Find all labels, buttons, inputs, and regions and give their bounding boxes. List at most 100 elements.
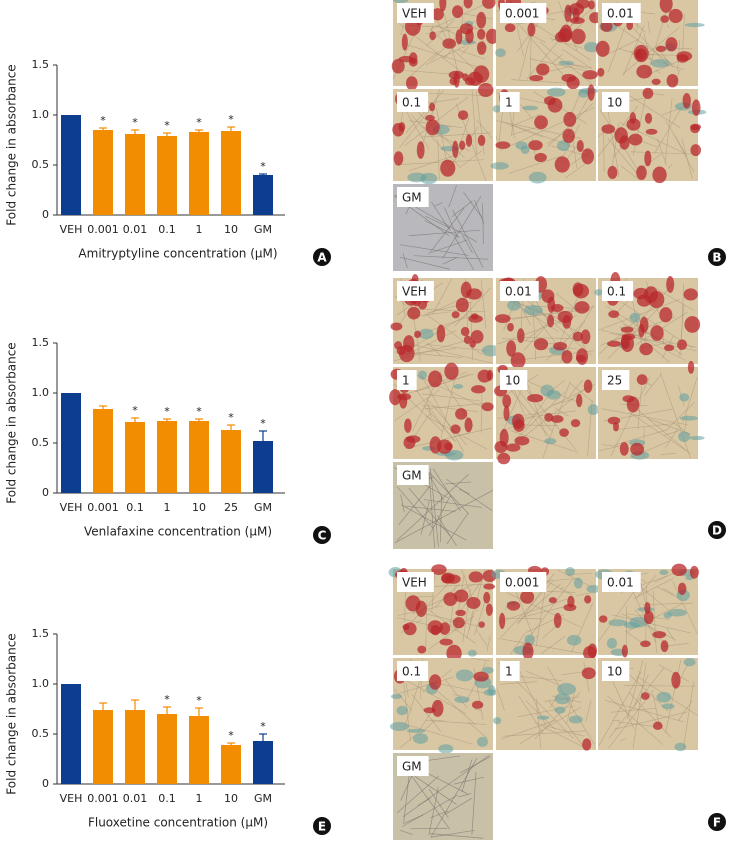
- x-tick-label: 1: [196, 223, 203, 236]
- cell-red: [622, 395, 635, 403]
- x-tick-label: 10: [224, 223, 238, 236]
- fiber: [526, 670, 562, 687]
- cell-red: [514, 436, 530, 446]
- fiber: [598, 444, 624, 452]
- fiber: [426, 19, 455, 46]
- cell-red: [626, 118, 641, 131]
- fiber: [399, 736, 414, 748]
- cell-blue: [476, 736, 488, 748]
- micrograph: GM: [393, 753, 493, 840]
- panel-badge: [313, 526, 331, 544]
- label-box: [500, 661, 520, 681]
- micrograph-label: 0.1: [607, 285, 626, 299]
- panel-letter: A: [317, 251, 327, 265]
- fiber: [408, 379, 455, 442]
- cell-blue: [578, 89, 590, 98]
- cell-blue: [558, 60, 574, 66]
- fiber: [607, 110, 620, 178]
- cell-red: [452, 617, 465, 629]
- cell-red: [636, 165, 647, 180]
- y-tick-label: 1.0: [32, 677, 50, 690]
- fiber: [659, 372, 692, 459]
- cell-red: [570, 419, 581, 428]
- cell-red: [621, 644, 628, 658]
- cell-red: [416, 141, 425, 159]
- fiber: [425, 720, 487, 725]
- cell-red: [640, 692, 650, 700]
- cell-red: [451, 311, 460, 319]
- cell-red: [439, 622, 451, 635]
- fiber: [627, 21, 669, 67]
- fiber: [554, 407, 570, 417]
- bar: [61, 684, 81, 784]
- fiber: [598, 671, 642, 746]
- cell-red: [683, 288, 698, 301]
- panel-letter: B: [712, 251, 721, 265]
- cell-blue: [412, 733, 429, 744]
- cell-red: [562, 128, 575, 144]
- x-tick-label: 1: [196, 792, 203, 805]
- y-tick-label: 0: [42, 777, 49, 790]
- fiber: [517, 573, 555, 625]
- fiber: [549, 37, 584, 49]
- fiber: [460, 756, 491, 774]
- bar: [189, 421, 209, 493]
- cell-red: [510, 352, 526, 369]
- fiber: [600, 316, 676, 346]
- fiber: [619, 738, 626, 742]
- cell-red: [468, 314, 483, 323]
- cell-red: [483, 591, 491, 604]
- label-box: [602, 281, 634, 301]
- cell-blue: [606, 637, 618, 649]
- y-tick-label: 1.0: [32, 386, 50, 399]
- fiber: [510, 114, 541, 127]
- fiber: [547, 135, 561, 144]
- cell-blue: [659, 569, 669, 576]
- cell-red: [473, 671, 489, 682]
- fiber: [425, 343, 488, 352]
- fiber: [682, 681, 694, 749]
- cell-red: [660, 15, 670, 23]
- cell-red: [528, 140, 543, 151]
- micrograph-label: VEH: [402, 576, 427, 590]
- fiber: [506, 592, 581, 628]
- fiber: [518, 695, 544, 734]
- fiber: [535, 590, 546, 647]
- fiber: [414, 373, 474, 393]
- cell-red: [431, 564, 447, 575]
- x-tick-label: VEH: [60, 501, 83, 514]
- fiber: [601, 444, 617, 447]
- cell-red: [554, 31, 567, 43]
- cell-red: [655, 45, 667, 52]
- x-axis-title: Amitryptyline concentration (μM): [78, 247, 277, 261]
- cell-red: [644, 112, 653, 124]
- cell-red: [439, 0, 447, 12]
- cell-red: [576, 0, 590, 9]
- cell-red: [505, 443, 521, 452]
- fiber: [667, 163, 673, 169]
- micrograph: 10: [597, 87, 707, 184]
- label-box: [397, 92, 429, 112]
- x-tick-label: 0.1: [126, 501, 144, 514]
- cell-red: [478, 621, 485, 628]
- fiber: [430, 810, 449, 819]
- fiber: [402, 253, 408, 268]
- x-tick-label: 10: [192, 501, 206, 514]
- micrograph-label: 0.001: [505, 7, 539, 21]
- fiber: [430, 719, 445, 722]
- cell-blue: [683, 658, 696, 667]
- cell-blue: [587, 404, 600, 415]
- cell-red: [573, 283, 590, 299]
- fiber: [540, 636, 566, 655]
- fiber: [597, 132, 604, 138]
- fiber: [414, 373, 491, 412]
- panel-letter: D: [712, 524, 722, 538]
- panel-badge: [708, 248, 726, 266]
- fiber: [560, 586, 564, 591]
- fiber: [470, 301, 473, 360]
- fiber: [637, 385, 642, 430]
- y-axis-title: Fold change in absorbance: [5, 633, 19, 794]
- cell-red: [467, 71, 483, 86]
- fiber: [628, 692, 672, 738]
- cell-red: [428, 370, 443, 388]
